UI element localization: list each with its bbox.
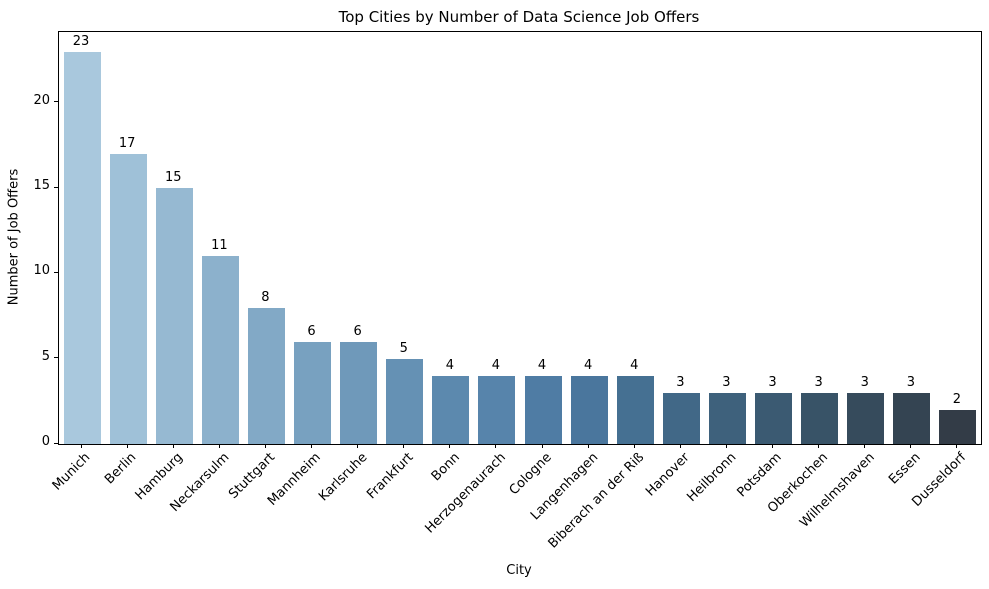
- x-tick-label-munich: Munich: [50, 450, 94, 494]
- bar-bonn: [432, 375, 470, 444]
- y-tick-mark: [54, 271, 58, 273]
- bar-value-label-neckarsulm: 11: [211, 238, 228, 254]
- bar-herzogenaurach: [478, 375, 516, 444]
- y-tick-label-10: 10: [33, 263, 50, 279]
- bar-munich: [63, 51, 101, 444]
- bar-cologne: [524, 375, 562, 444]
- bar-dusseldorf: [939, 409, 977, 444]
- x-tick-mark: [818, 444, 820, 448]
- bar-hanover: [662, 392, 700, 444]
- x-tick-label-herzogenaurach: Herzogenaurach: [422, 450, 509, 537]
- bar-value-label-herzogenaurach: 4: [491, 357, 501, 373]
- chart-title: Top Cities by Number of Data Science Job…: [338, 8, 700, 26]
- x-tick-mark: [541, 444, 543, 448]
- x-tick-mark: [495, 444, 497, 448]
- x-tick-mark: [864, 444, 866, 448]
- x-tick-label-karlsruhe: Karlsruhe: [315, 450, 371, 505]
- x-tick-mark: [264, 444, 266, 448]
- x-tick-label-cologne: Cologne: [506, 450, 555, 499]
- bar-neckarsulm: [201, 256, 239, 444]
- x-tick-label-essen: Essen: [885, 450, 924, 488]
- bar-value-label-biberach-an-der-riss: 4: [630, 357, 639, 373]
- y-tick-mark: [54, 442, 58, 444]
- x-tick-mark: [172, 444, 174, 448]
- bar-langenhagen: [570, 375, 608, 444]
- x-tick-label-bonn: Bonn: [428, 450, 463, 485]
- bar-berlin: [109, 153, 147, 444]
- x-tick-mark: [449, 444, 451, 448]
- bar-value-label-potsdam: 3: [768, 374, 777, 390]
- bar-value-label-heilbronn: 3: [722, 374, 731, 390]
- plot-area: [58, 31, 982, 445]
- bar-stuttgart: [247, 307, 285, 444]
- x-tick-mark: [587, 444, 589, 448]
- bar-oberkochen: [801, 392, 839, 444]
- x-tick-mark: [357, 444, 359, 448]
- bar-value-label-munich: 23: [72, 33, 90, 49]
- x-tick-label-berlin: Berlin: [102, 450, 140, 488]
- bar-mannheim: [294, 341, 332, 444]
- bar-value-label-hanover: 3: [676, 374, 685, 390]
- x-tick-mark: [679, 444, 681, 448]
- bar-wilhelmshaven: [847, 392, 885, 444]
- y-tick-mark: [54, 357, 58, 359]
- bar-value-label-hamburg: 15: [164, 170, 182, 186]
- bar-biberach-an-der-riss: [616, 375, 654, 444]
- x-tick-mark: [126, 444, 128, 448]
- x-tick-mark: [80, 444, 82, 448]
- y-tick-label-20: 20: [33, 92, 50, 108]
- bar-value-label-frankfurt: 5: [399, 340, 408, 356]
- bar-value-label-berlin: 17: [118, 135, 136, 151]
- x-tick-mark: [218, 444, 220, 448]
- bar-value-label-karlsruhe: 6: [353, 323, 362, 339]
- bar-potsdam: [755, 392, 793, 444]
- bar-value-label-essen: 3: [906, 374, 915, 390]
- y-axis-label: Number of Job Offers: [6, 168, 22, 306]
- x-tick-mark: [772, 444, 774, 448]
- x-axis-label: City: [506, 563, 532, 578]
- x-tick-mark: [910, 444, 912, 448]
- y-tick-mark: [54, 101, 58, 103]
- x-tick-mark: [725, 444, 727, 448]
- bar-heilbronn: [708, 392, 746, 444]
- x-tick-label-frankfurt: Frankfurt: [364, 450, 417, 503]
- bar-value-label-langenhagen: 4: [584, 357, 593, 373]
- bar-hamburg: [155, 188, 193, 444]
- bar-value-label-bonn: 4: [445, 357, 454, 373]
- x-tick-label-heilbronn: Heilbronn: [684, 450, 740, 505]
- bar-value-label-dusseldorf: 2: [952, 391, 962, 407]
- y-tick-mark: [54, 186, 58, 188]
- bar-essen: [893, 392, 931, 444]
- bar-value-label-wilhelmshaven: 3: [860, 374, 869, 390]
- bar-value-label-oberkochen: 3: [814, 374, 823, 390]
- x-tick-mark: [311, 444, 313, 448]
- bar-frankfurt: [386, 358, 424, 444]
- bar-value-label-stuttgart: 8: [261, 289, 270, 305]
- bar-karlsruhe: [340, 341, 378, 444]
- y-tick-label-5: 5: [41, 348, 50, 364]
- bar-value-label-mannheim: 6: [307, 323, 316, 339]
- y-tick-label-0: 0: [41, 434, 50, 449]
- x-tick-mark: [633, 444, 635, 448]
- y-tick-label-15: 15: [33, 178, 50, 194]
- x-tick-mark: [956, 444, 958, 448]
- bar-value-label-cologne: 4: [537, 357, 547, 373]
- x-tick-mark: [403, 444, 405, 448]
